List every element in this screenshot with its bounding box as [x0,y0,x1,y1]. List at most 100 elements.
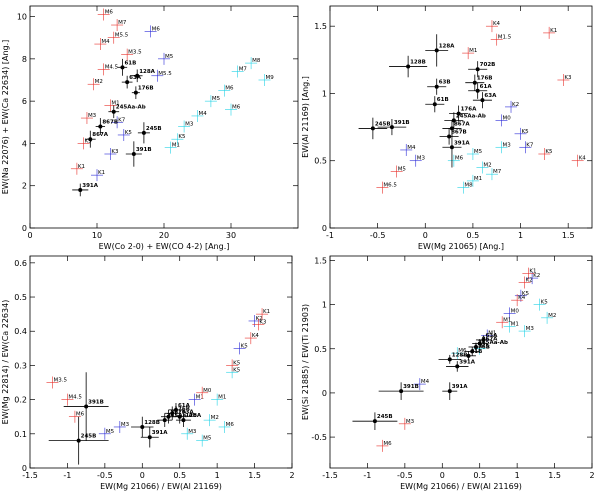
point-label: M5 [212,96,221,102]
point-label: 176B [477,76,493,82]
point-label: 63A [484,93,497,99]
point-label: K3 [564,75,572,81]
point-label: 867B [102,120,118,126]
point-label: 245Aa-Ab [167,413,197,419]
panel-bottom-right: -1.5 -1 -0.5 0 0.5 1 1.5 2 -0.5 0 0.5 1 1.5 EW(Mg 210… [301,255,595,491]
point-label: M6 [455,156,464,162]
point-label: K5 [233,360,241,366]
point-label: K4 [493,21,501,27]
point-label: M6 [226,422,235,428]
data-point [141,130,146,135]
data-point [447,134,452,139]
point-label: M6 [152,26,161,32]
data-point [162,418,167,423]
plot-frame [329,255,593,469]
point-label: K4 [579,156,587,162]
data-point [434,48,439,53]
series-giants: K5 M1 M2 M3 M5 M6 [181,366,241,447]
data-point [477,341,482,346]
point-label: 63A [129,75,142,81]
point-label: 391B [403,384,419,390]
data-point [480,98,485,103]
point-label: M5.5 [115,33,129,39]
point-label: 176A [461,107,477,113]
point-label: 867B [451,130,467,136]
point-label: K2 [512,102,519,108]
point-label: 128B [410,60,426,66]
point-label: 128B [144,420,160,426]
point-label: 245Aa-Ab [116,105,146,111]
data-point [406,64,411,69]
x-tick-label: 0 [440,471,445,480]
point-label: 391A [454,140,470,146]
y-tick-label: 6 [22,97,27,106]
point-label: M6 [105,9,114,15]
x-tick-label: 0.5 [173,471,186,480]
x-tick-label: -1 [326,231,334,240]
y-tick-label: 1 [322,301,327,310]
point-label: 391A [152,430,168,436]
data-point [84,404,89,409]
data-point [475,67,480,72]
point-label: M1 [469,48,477,54]
data-point [76,438,81,443]
point-label: M0 [203,388,212,394]
y-tick-label: 0.5 [314,157,327,166]
x-tick-label: 20 [159,231,169,240]
point-label: M7 [118,20,127,26]
point-label: 176B [474,344,490,350]
point-label: M3 [406,419,415,425]
x-tick-label: 0 [423,231,428,240]
y-tick-label: 0.6 [14,259,27,268]
point-label: 391A [459,359,475,365]
x-tick-label: 1.5 [548,471,561,480]
y-tick-label: 10 [17,13,27,22]
data-point [147,435,152,440]
point-label: M2 [548,313,556,319]
point-label: 128A [439,43,455,49]
data-point [481,337,486,342]
x-tick-label: -1.5 [22,471,38,480]
point-label: M6 [232,105,241,111]
data-point [131,152,136,156]
data-point [135,73,140,78]
point-label: K1 [263,309,270,315]
point-label: 867A [482,336,498,342]
point-label: M1 [172,143,180,149]
point-label: M5 [474,149,483,155]
point-label: 391A [452,384,468,390]
point-label: M1 [488,331,496,337]
x-tick-label: 0 [27,231,32,240]
point-label: M1.5 [498,35,512,41]
point-label: M3 [88,113,97,119]
point-label: 63A [485,333,498,339]
series-giants: K5 M1 M2 M3 M5 M6 [451,298,556,360]
point-label: K5 [522,291,530,297]
point-label: K5 [541,300,549,306]
x-tick-label: 1.5 [248,471,261,480]
x-tick-label: -0.5 [370,231,386,240]
data-point [451,118,456,123]
point-label: M1 [111,100,119,106]
point-label: 61B [437,97,449,103]
point-label: M4 [101,39,110,45]
point-label: 391A [82,183,98,189]
y-axis-label: EW(Na 22076) + EW(Ca 22634) [Ang.] [1,40,10,195]
data-point [455,364,460,369]
data-point [449,145,454,150]
point-label: K7 [118,117,126,123]
data-point [133,90,138,95]
point-label: K1 [550,28,557,34]
point-label: K5 [545,149,553,155]
point-label: M4 [421,379,430,385]
data-point [466,353,471,358]
data-point [456,111,461,116]
point-label: M6.5 [383,183,397,189]
y-tick-label: 0 [322,389,327,398]
plot-frame [29,255,293,469]
y-tick-label: 0.1 [14,430,27,439]
x-tick-label: 1 [518,231,523,240]
